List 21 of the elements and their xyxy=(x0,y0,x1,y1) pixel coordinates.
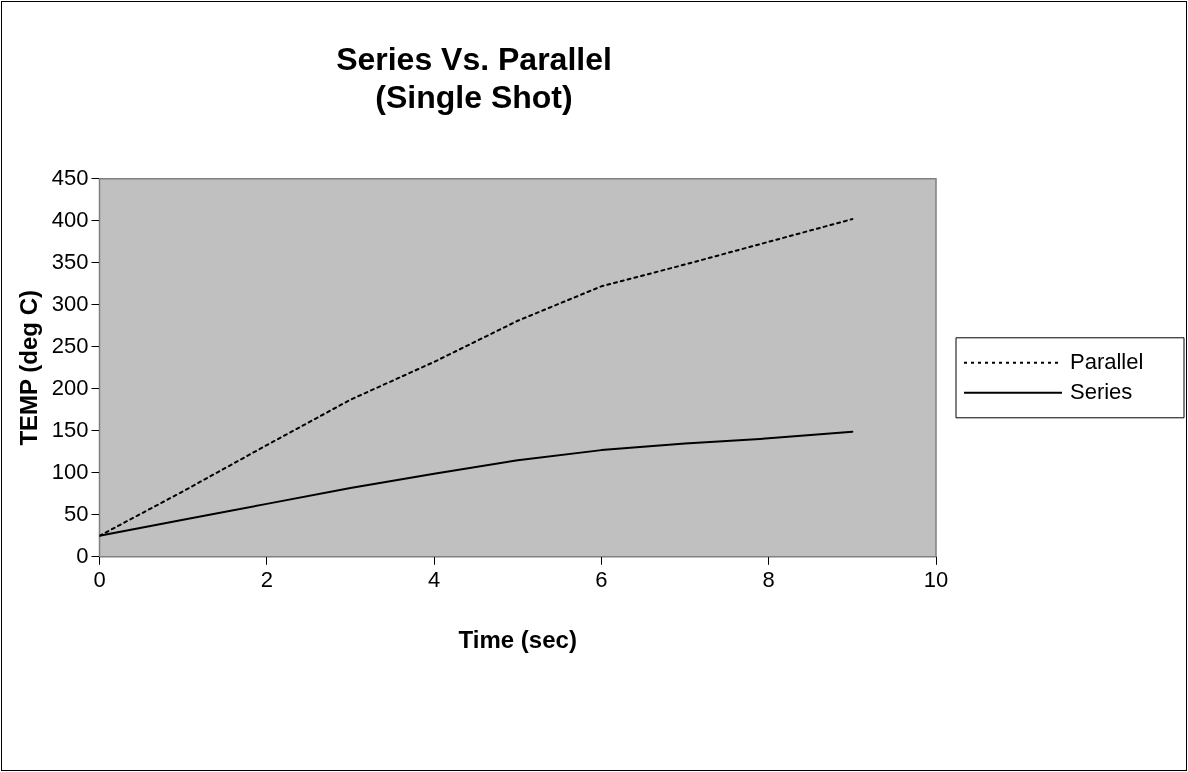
y-axis-title: TEMP (deg C) xyxy=(15,290,43,446)
legend-label: Series xyxy=(1070,378,1133,404)
y-tick-label: 250 xyxy=(51,332,89,358)
y-tick-label: 50 xyxy=(64,500,89,526)
x-tick-label: 10 xyxy=(923,567,949,593)
y-tick-label: 450 xyxy=(51,164,89,190)
legend-label: Parallel xyxy=(1070,348,1144,374)
x-tick-label: 2 xyxy=(260,567,273,593)
x-tick-label: 0 xyxy=(93,567,106,593)
y-tick-label: 350 xyxy=(51,248,89,274)
y-tick-label: 200 xyxy=(51,374,89,400)
y-tick-label: 400 xyxy=(51,206,89,232)
chart-title: Series Vs. Parallel (Single Shot) xyxy=(336,41,612,116)
x-axis-title: Time (sec) xyxy=(458,626,577,654)
y-tick-label: 300 xyxy=(51,290,89,316)
x-tick-label: 8 xyxy=(762,567,775,593)
y-tick-label: 100 xyxy=(51,458,89,484)
x-tick-label: 6 xyxy=(595,567,608,593)
y-tick-label: 0 xyxy=(76,542,89,568)
x-tick-label: 4 xyxy=(427,567,441,593)
y-tick-label: 150 xyxy=(51,416,89,442)
